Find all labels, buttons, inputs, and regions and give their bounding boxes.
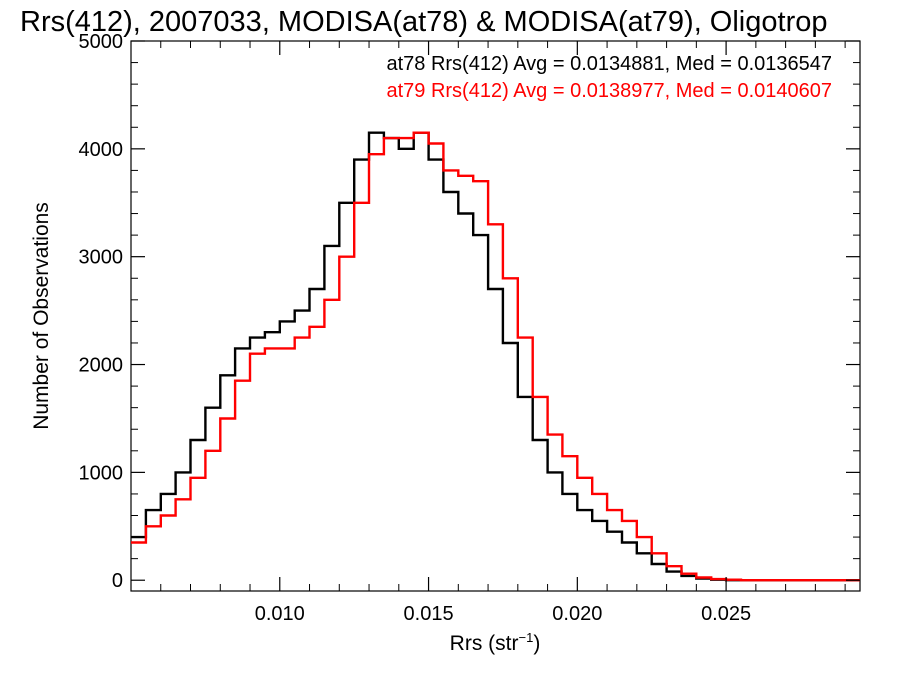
y-tick-label: 3000 — [79, 247, 124, 269]
x-tick-label: 0.015 — [404, 603, 454, 625]
x-axis-ticks — [130, 41, 846, 591]
plot-frame — [130, 40, 861, 592]
y-tick-label: 1000 — [79, 462, 124, 484]
x-axis-tick-labels: 0.010 0.015 0.020 0.025 — [255, 603, 751, 625]
y-axis-label: Number of Observations — [30, 202, 53, 430]
x-axis-label-exponent: −1 — [519, 630, 534, 645]
series-line-at79 — [131, 131, 860, 582]
x-tick-label: 0.025 — [701, 603, 751, 625]
y-axis-tick-labels: 0 1000 2000 3000 4000 5000 — [79, 31, 124, 592]
x-axis-label-close: ) — [533, 632, 540, 655]
legend-entry-at78: at78 Rrs(412) Avg = 0.0134881, Med = 0.0… — [386, 53, 832, 75]
plot-area-border — [130, 40, 861, 592]
y-tick-label: 5000 — [79, 31, 124, 53]
chart-title: Rrs(412), 2007033, MODISA(at78) & MODISA… — [20, 6, 827, 38]
y-tick-label: 4000 — [79, 139, 124, 161]
x-axis-label: Rrs (str−1) — [450, 630, 541, 655]
x-tick-label: 0.010 — [255, 603, 305, 625]
x-tick-label: 0.020 — [552, 603, 602, 625]
y-axis-ticks — [131, 40, 860, 581]
y-tick-label: 2000 — [79, 355, 124, 377]
y-tick-label: 0 — [112, 570, 123, 592]
series-line-at78 — [131, 131, 860, 582]
legend: at78 Rrs(412) Avg = 0.0134881, Med = 0.0… — [386, 53, 832, 102]
legend-entry-at79: at79 Rrs(412) Avg = 0.0138977, Med = 0.0… — [386, 80, 832, 102]
series-layer — [131, 131, 860, 582]
x-axis-label-text: Rrs (str — [450, 632, 519, 655]
